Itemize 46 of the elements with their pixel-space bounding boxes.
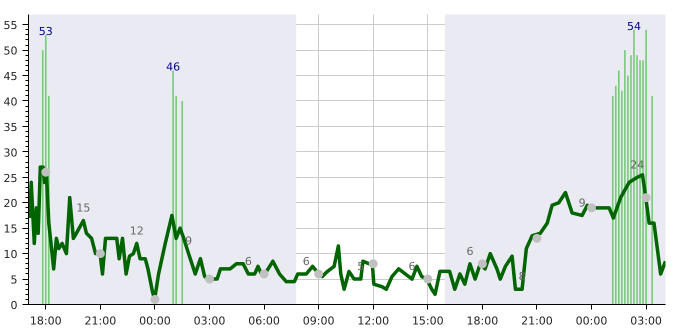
point [205,274,214,284]
y-tick-label: 30 [4,146,18,160]
point [368,259,378,268]
y-tick-label: 55 [4,19,18,32]
y-tick-label: 40 [4,95,18,108]
annotation: 6 [244,254,252,268]
point [587,203,596,212]
x-tick-label: 00:00 [139,314,171,328]
point [642,193,651,202]
point [96,249,105,258]
point [260,269,269,278]
annotation: 6 [302,254,310,268]
point [478,259,487,268]
y-tick-label: 25 [4,172,18,185]
data-label: 53 [38,24,53,38]
y-tick-label: 5 [10,274,18,287]
point [41,168,50,177]
annotation: 6 [466,244,474,258]
x-tick-label: 12:00 [357,314,390,328]
annotation: 12 [130,224,144,238]
y-tick-label: 45 [4,70,18,84]
x-tick-label: 18:00 [466,314,498,328]
annotation: 6 [408,260,416,274]
point [423,274,432,284]
y-tick-label: 50 [4,44,18,58]
x-tick-label: 21:00 [84,314,116,328]
x-tick-label: 00:00 [576,314,608,328]
data-label: 54 [626,20,641,33]
point [532,234,542,243]
annotation: 15 [76,202,90,215]
y-tick-label: 35 [4,120,18,134]
x-tick-label: 03:00 [194,314,226,328]
x-tick-label: 18:00 [30,314,62,328]
x-tick-label: 21:00 [521,314,553,328]
x-tick-label: 03:00 [630,314,662,328]
y-tick-label: 10 [4,248,18,262]
y-tick-label: 0 [10,299,18,312]
data-label: 46 [166,60,180,74]
x-tick-label: 09:00 [302,314,335,328]
point [150,294,160,304]
y-tick-label: 20 [4,197,18,210]
y-tick-label: 15 [4,222,18,236]
point [314,269,324,278]
x-tick-label: 15:00 [412,314,444,328]
x-tick-label: 06:00 [248,314,280,328]
annotation: 9 [578,196,586,210]
